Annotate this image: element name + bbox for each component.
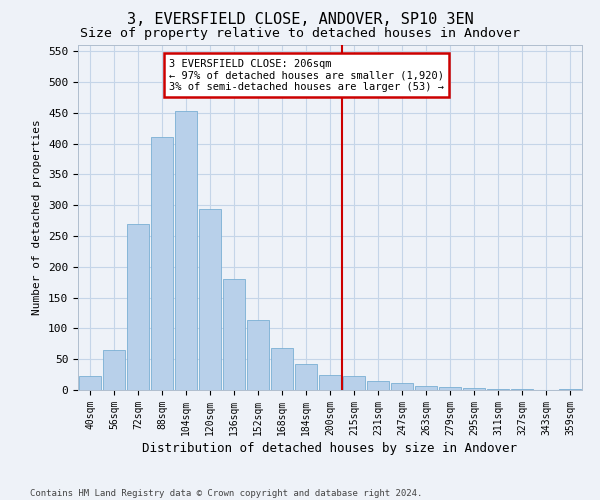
Bar <box>319 374 341 390</box>
Bar <box>463 388 485 390</box>
Bar <box>79 376 101 390</box>
Bar <box>151 138 173 390</box>
Bar <box>271 348 293 390</box>
Y-axis label: Number of detached properties: Number of detached properties <box>32 120 43 316</box>
Bar <box>487 389 509 390</box>
Bar <box>343 376 365 390</box>
Bar <box>367 382 389 390</box>
Bar <box>391 382 413 390</box>
Bar <box>415 386 437 390</box>
Text: 3, EVERSFIELD CLOSE, ANDOVER, SP10 3EN: 3, EVERSFIELD CLOSE, ANDOVER, SP10 3EN <box>127 12 473 28</box>
Text: 3 EVERSFIELD CLOSE: 206sqm
← 97% of detached houses are smaller (1,920)
3% of se: 3 EVERSFIELD CLOSE: 206sqm ← 97% of deta… <box>169 58 444 92</box>
Bar <box>199 210 221 390</box>
X-axis label: Distribution of detached houses by size in Andover: Distribution of detached houses by size … <box>143 442 517 455</box>
Text: Size of property relative to detached houses in Andover: Size of property relative to detached ho… <box>80 28 520 40</box>
Bar <box>295 364 317 390</box>
Text: Contains HM Land Registry data © Crown copyright and database right 2024.: Contains HM Land Registry data © Crown c… <box>30 488 422 498</box>
Bar <box>247 320 269 390</box>
Bar <box>127 224 149 390</box>
Bar <box>103 350 125 390</box>
Bar <box>223 279 245 390</box>
Bar <box>175 111 197 390</box>
Bar <box>439 387 461 390</box>
